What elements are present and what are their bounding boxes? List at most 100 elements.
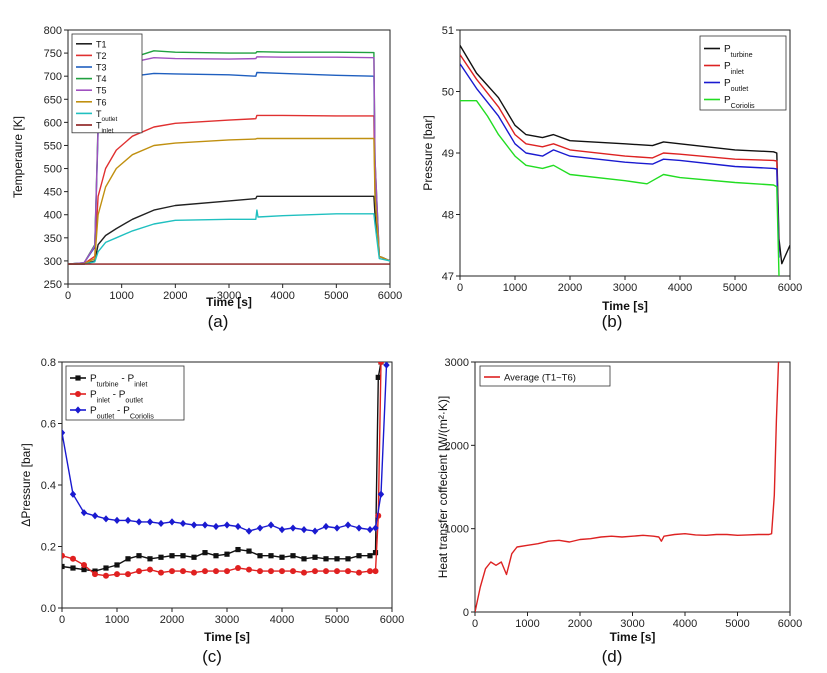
legend-label: T2 (96, 51, 107, 61)
legend-label: Pturbine (724, 44, 753, 59)
data-point (125, 571, 131, 578)
y-tick-label: 400 (44, 210, 62, 222)
x-tick-label: 2000 (558, 282, 582, 294)
legend: Pturbine Pinlet Poutlet PCoriolis (699, 35, 787, 111)
x-tick-label: 4000 (673, 618, 697, 630)
data-point (372, 524, 379, 532)
y-tick-label: 2000 (445, 440, 469, 452)
data-point (213, 553, 219, 559)
data-point (103, 572, 109, 579)
series-line (68, 114, 390, 265)
data-point (301, 556, 307, 562)
x-axis-label: Time [s] (206, 295, 252, 309)
y-axis-label: ΔPressure [bar] (19, 443, 33, 526)
y-tick-label: 51 (442, 25, 454, 37)
plot-area (460, 45, 790, 276)
legend-label: Pinlet - Poutlet (90, 390, 143, 405)
y-tick-label: 550 (44, 140, 62, 152)
data-point (268, 553, 274, 559)
x-tick-label: 3000 (217, 290, 241, 302)
y-tick-label: 0 (463, 607, 469, 619)
data-point (114, 571, 120, 578)
data-point (168, 518, 176, 526)
x-tick-label: 4000 (668, 282, 692, 294)
data-point (256, 524, 264, 532)
data-point (202, 550, 208, 556)
x-tick-label: 1000 (109, 290, 133, 302)
y-tick-label: 47 (442, 271, 454, 283)
panel-caption: (b) (602, 312, 623, 331)
y-tick-label: 3000 (445, 357, 469, 369)
data-point (146, 518, 154, 526)
series-line (68, 56, 390, 265)
data-point (246, 566, 252, 573)
data-point (344, 521, 352, 529)
series-line (460, 63, 780, 258)
panel-a: 0 1000 2000 3000 4000 5000 6000 250 300 350 400 450… (11, 25, 402, 331)
data-point (113, 516, 121, 524)
data-point (191, 569, 197, 576)
x-tick-label: 3000 (613, 282, 637, 294)
legend-label: Poutlet (724, 78, 748, 93)
series-line (475, 362, 780, 612)
y-tick-label: 300 (44, 256, 62, 268)
data-point (81, 561, 87, 568)
x-tick-label: 5000 (324, 290, 348, 302)
x-tick-label: 0 (65, 290, 71, 302)
data-point (279, 554, 285, 560)
data-point (300, 525, 308, 534)
data-point (62, 552, 65, 559)
x-tick-label: 6000 (380, 614, 404, 626)
data-point (223, 521, 231, 529)
plot-area (62, 362, 390, 579)
data-point (62, 429, 66, 437)
data-point (245, 527, 253, 535)
data-point (356, 569, 362, 576)
data-point (158, 569, 164, 576)
data-point (70, 565, 76, 571)
data-point (234, 522, 242, 531)
data-point (91, 512, 99, 520)
y-tick-label: 700 (44, 71, 62, 83)
x-axis-label: Time [s] (610, 630, 656, 644)
x-tick-label: 0 (59, 614, 65, 626)
y-tick-label: 800 (44, 25, 62, 37)
plot-area (68, 50, 390, 265)
x-tick-label: 5000 (725, 618, 749, 630)
data-point (312, 568, 318, 575)
data-point (378, 362, 384, 365)
data-point (375, 374, 381, 380)
data-point (312, 554, 318, 560)
y-tick-label: 48 (442, 210, 454, 222)
data-point (147, 556, 153, 562)
panel-caption: (c) (202, 647, 222, 666)
legend-label: PCoriolis (724, 95, 755, 110)
y-tick-label: 250 (44, 279, 62, 291)
data-point (257, 553, 263, 559)
series-line (68, 137, 390, 265)
data-point (125, 556, 131, 562)
data-point (136, 568, 142, 575)
y-tick-label: 49 (442, 148, 454, 160)
data-point (92, 571, 98, 578)
legend-label: T1 (96, 39, 107, 49)
data-point (383, 362, 390, 369)
data-point (190, 521, 198, 529)
data-point (180, 553, 186, 559)
x-tick-label: 1000 (515, 618, 539, 630)
x-tick-label: 0 (457, 282, 463, 294)
plot-area (475, 362, 780, 612)
y-tick-label: 750 (44, 48, 62, 60)
data-point (124, 516, 132, 524)
data-point (345, 556, 351, 562)
legend-label: T5 (96, 86, 107, 96)
plot-frame (474, 361, 791, 613)
panel-caption: (a) (208, 312, 229, 331)
data-point (278, 525, 286, 534)
x-tick-label: 6000 (778, 618, 802, 630)
data-point (102, 515, 110, 523)
x-tick-label: 5000 (723, 282, 747, 294)
data-point (257, 568, 263, 575)
data-point (267, 521, 275, 529)
